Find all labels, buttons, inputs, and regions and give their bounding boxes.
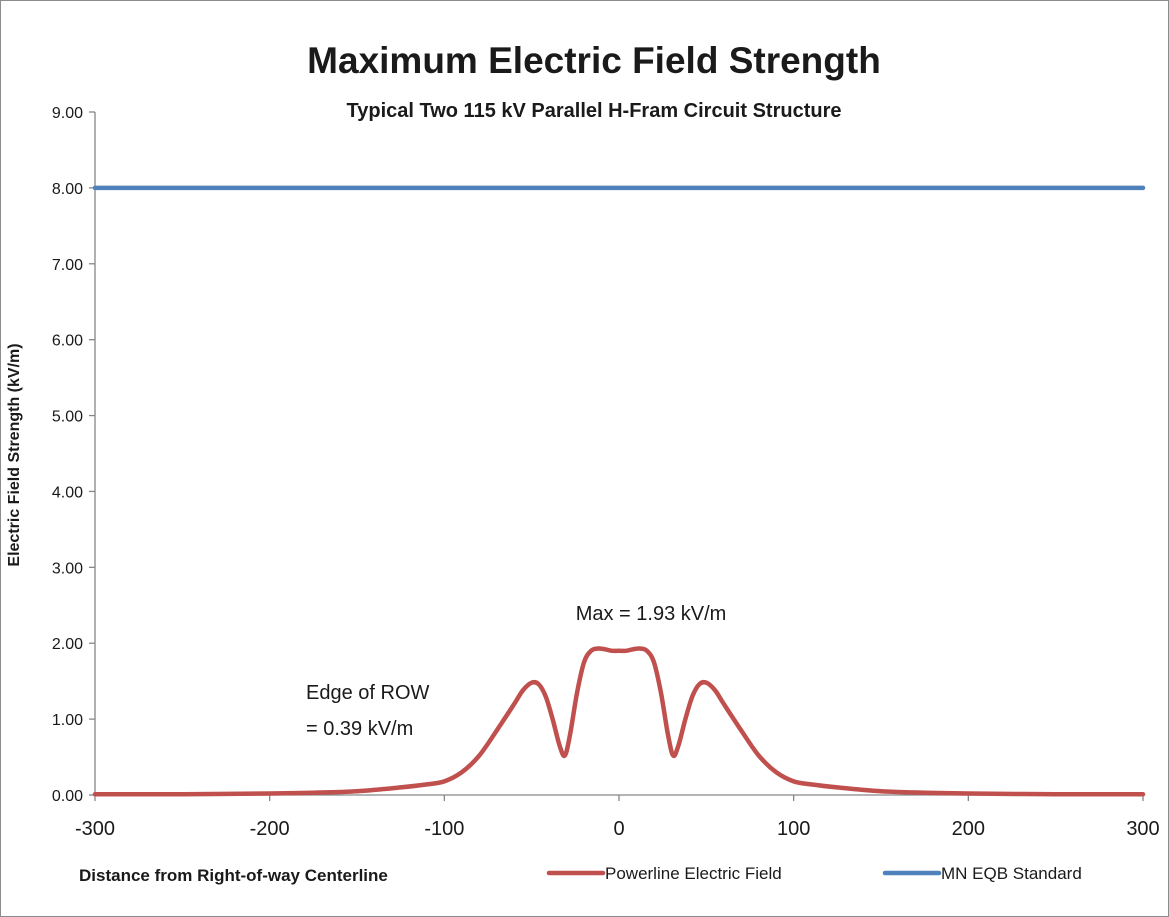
y-tick-label: 3.00	[52, 560, 83, 577]
series-layer	[92, 185, 1146, 797]
x-tick-label: -200	[250, 818, 290, 840]
y-tick-label: 0.00	[52, 788, 83, 805]
series-line-powerline-electric-field	[92, 646, 1146, 797]
y-tick-label: 8.00	[52, 181, 83, 198]
y-tick-label: 5.00	[52, 409, 83, 426]
edge-of-row-annotation-line2: = 0.39 kV/m	[306, 718, 413, 740]
x-axis-label: Distance from Right-of-way Centerline	[79, 866, 388, 885]
y-tick-label: 4.00	[52, 484, 83, 501]
y-axis: 0.00 1.00 2.00 3.00 4.00 5.00 6.00 7.00 8.00 9.00	[52, 105, 96, 805]
y-tick-label: 7.00	[52, 257, 83, 274]
x-tick-label: -100	[424, 818, 464, 840]
legend-label-mn-eqb-standard: MN EQB Standard	[941, 864, 1082, 883]
legend: Powerline Electric Field MN EQB Standard	[546, 864, 1082, 883]
y-tick-label: 2.00	[52, 636, 83, 653]
chart-subtitle: Typical Two 115 kV Parallel H-Fram Circu…	[347, 100, 842, 122]
y-tick-label: 1.00	[52, 712, 83, 729]
x-axis: -300 -200 -100 0 100 200 300	[75, 794, 1160, 840]
y-tick-label: 6.00	[52, 333, 83, 350]
x-tick-label: 200	[952, 818, 985, 840]
edge-of-row-annotation-line1: Edge of ROW	[306, 682, 430, 704]
legend-label-powerline-electric-field: Powerline Electric Field	[605, 864, 782, 883]
y-axis-label: Electric Field Strength (kV/m)	[6, 343, 23, 566]
x-tick-label: 100	[777, 818, 810, 840]
x-tick-label: 300	[1126, 818, 1159, 840]
x-tick-label: 0	[613, 818, 624, 840]
max-annotation: Max = 1.93 kV/m	[576, 603, 727, 625]
x-tick-label: -300	[75, 818, 115, 840]
y-tick-label: 9.00	[52, 105, 83, 122]
chart-title: Maximum Electric Field Strength	[307, 40, 881, 81]
